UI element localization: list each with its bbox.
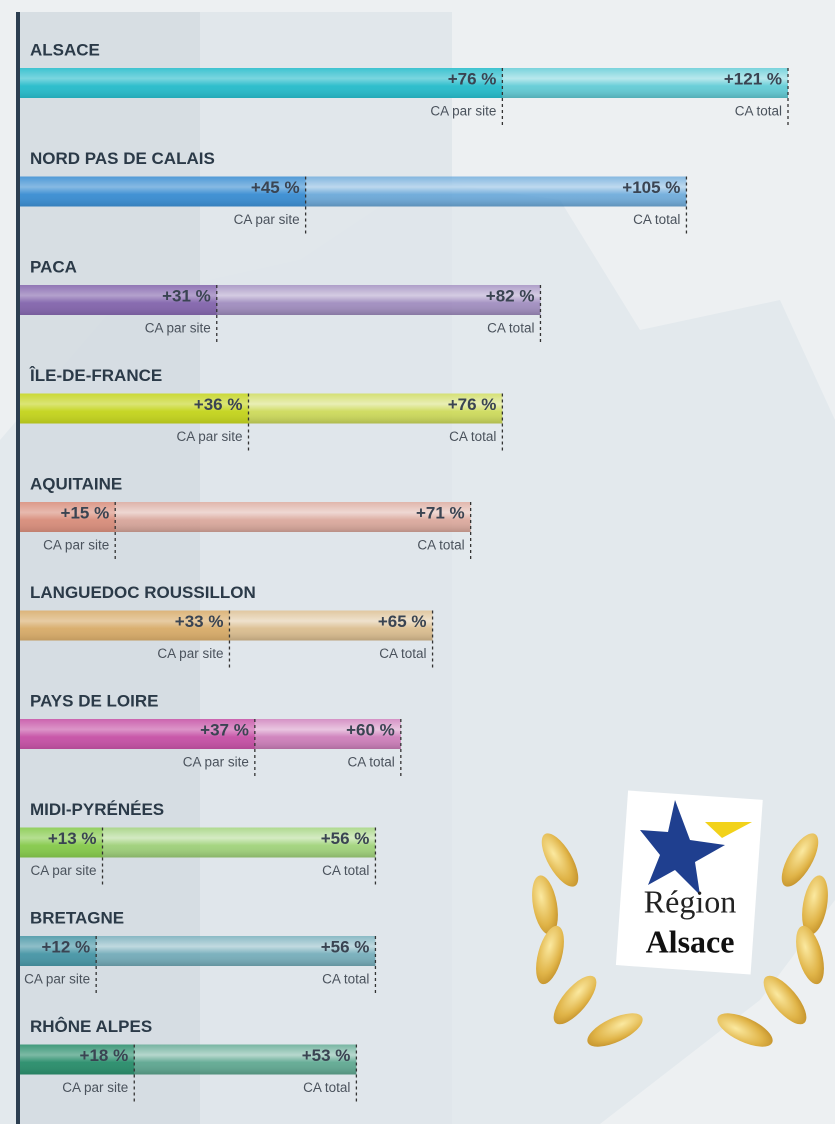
- bar-gloss: [20, 176, 306, 207]
- bar-gloss: [20, 68, 503, 98]
- category-label: ALSACE: [30, 40, 100, 59]
- series-label: CA par site: [430, 104, 496, 119]
- value-label: +36 %: [194, 395, 243, 414]
- bar-gloss: [20, 285, 217, 315]
- series-label: CA par site: [30, 863, 96, 878]
- value-label: +56 %: [321, 937, 370, 956]
- category-label: AQUITAINE: [30, 474, 122, 493]
- value-label: +105 %: [622, 178, 680, 197]
- value-label: +121 %: [724, 69, 782, 88]
- series-label: CA par site: [62, 1080, 128, 1095]
- axis-line: [16, 12, 20, 1124]
- star: [640, 800, 725, 895]
- badge: Région Alsace: [532, 790, 828, 1047]
- series-label: CA par site: [234, 212, 300, 227]
- bar-gloss: [20, 936, 97, 966]
- category-label: NORD PAS DE CALAIS: [30, 149, 215, 168]
- category-label: PACA: [30, 257, 77, 276]
- value-label: +31 %: [162, 286, 211, 305]
- bar-gloss: [20, 502, 116, 532]
- badge-line1: Région: [644, 883, 736, 919]
- bar-gloss: [20, 393, 249, 424]
- laurel: [532, 833, 828, 1047]
- series-label: CA total: [303, 1080, 350, 1095]
- value-label: +71 %: [416, 503, 465, 522]
- value-label: +65 %: [378, 612, 427, 631]
- value-label: +12 %: [41, 937, 90, 956]
- value-label: +76 %: [448, 395, 497, 414]
- category-label: MIDI-PYRÉNÉES: [30, 800, 164, 819]
- series-label: CA total: [322, 972, 369, 987]
- value-label: +60 %: [346, 720, 395, 739]
- value-label: +13 %: [48, 829, 97, 848]
- bar-gloss: [20, 610, 230, 641]
- series-label: CA total: [379, 646, 426, 661]
- series-label: CA par site: [176, 429, 242, 444]
- series-label: CA total: [735, 104, 782, 119]
- value-label: +56 %: [321, 829, 370, 848]
- series-label: CA total: [487, 321, 534, 336]
- triangle: [705, 822, 752, 838]
- category-label: ÎLE-DE-FRANCE: [29, 366, 162, 385]
- bar-gloss: [20, 1044, 135, 1075]
- badge-line2: Alsace: [646, 923, 735, 959]
- value-label: +15 %: [61, 503, 110, 522]
- series-label: CA par site: [24, 972, 90, 987]
- category-label: BRETAGNE: [30, 908, 124, 927]
- value-label: +33 %: [175, 612, 224, 631]
- series-label: CA total: [417, 538, 464, 553]
- value-label: +45 %: [251, 178, 300, 197]
- category-label: PAYS DE LOIRE: [30, 691, 158, 710]
- series-label: CA total: [449, 429, 496, 444]
- series-label: CA par site: [183, 755, 249, 770]
- series-label: CA total: [633, 212, 680, 227]
- value-label: +18 %: [80, 1046, 129, 1065]
- bar-gloss: [20, 827, 103, 858]
- series-label: CA total: [348, 755, 395, 770]
- category-label: RHÔNE ALPES: [30, 1017, 152, 1036]
- category-label: LANGUEDOC ROUSSILLON: [30, 583, 256, 602]
- value-label: +37 %: [200, 720, 249, 739]
- series-label: CA par site: [157, 646, 223, 661]
- value-label: +82 %: [486, 286, 535, 305]
- series-label: CA par site: [43, 538, 109, 553]
- value-label: +53 %: [302, 1046, 351, 1065]
- bar-gloss: [20, 719, 255, 749]
- series-label: CA total: [322, 863, 369, 878]
- value-label: +76 %: [448, 69, 497, 88]
- series-label: CA par site: [145, 321, 211, 336]
